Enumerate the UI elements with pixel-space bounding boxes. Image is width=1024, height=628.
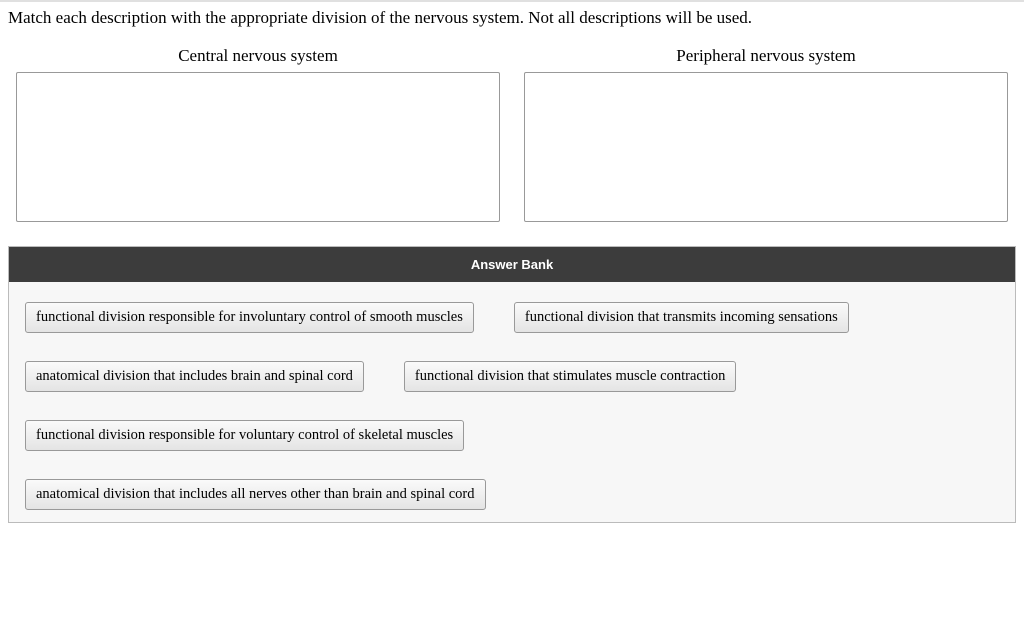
answer-item[interactable]: functional division that transmits incom… (514, 302, 849, 333)
drop-target-cns[interactable] (16, 72, 500, 222)
drop-target-pns[interactable] (524, 72, 1008, 222)
drop-zone-section: Central nervous system Peripheral nervou… (0, 28, 1024, 246)
drop-zone-title-cns: Central nervous system (16, 46, 500, 66)
answer-item[interactable]: functional division that stimulates musc… (404, 361, 736, 392)
question-prompt: Match each description with the appropri… (0, 2, 1024, 28)
answer-item[interactable]: anatomical division that includes brain … (25, 361, 364, 392)
answer-bank-header: Answer Bank (9, 247, 1015, 282)
bank-row: functional division responsible for volu… (25, 420, 999, 451)
bank-row: anatomical division that includes brain … (25, 361, 999, 392)
bank-row: functional division responsible for invo… (25, 302, 999, 333)
answer-bank-body: functional division responsible for invo… (9, 282, 1015, 522)
answer-bank: Answer Bank functional division responsi… (8, 246, 1016, 523)
answer-item[interactable]: functional division responsible for invo… (25, 302, 474, 333)
answer-item[interactable]: functional division responsible for volu… (25, 420, 464, 451)
drop-column-cns: Central nervous system (16, 46, 500, 222)
bank-row: anatomical division that includes all ne… (25, 479, 999, 510)
drop-zone-title-pns: Peripheral nervous system (524, 46, 1008, 66)
drop-column-pns: Peripheral nervous system (524, 46, 1008, 222)
answer-item[interactable]: anatomical division that includes all ne… (25, 479, 486, 510)
